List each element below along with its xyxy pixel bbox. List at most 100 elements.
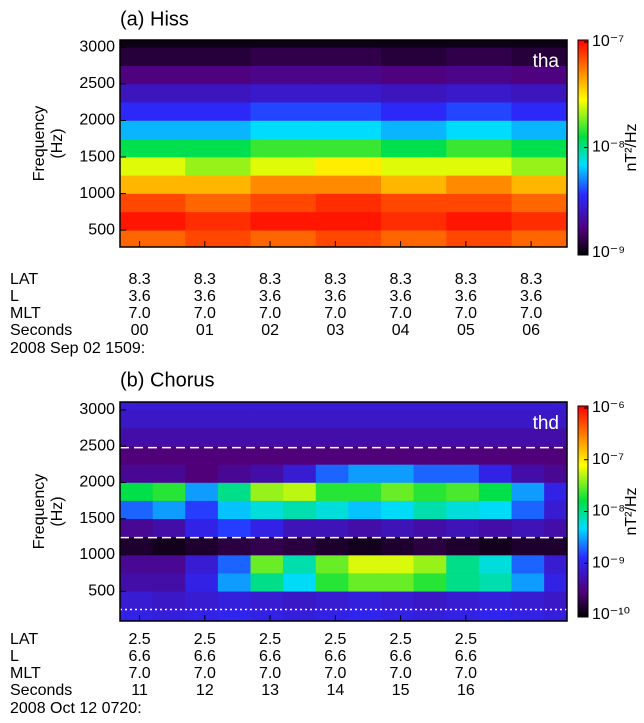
- ephemeris-value: 8.3: [259, 271, 281, 288]
- x-tick-label: 15: [392, 682, 410, 699]
- date-label: 2008 Sep 02 1509:: [10, 340, 145, 357]
- spectrogram-cell: [511, 573, 545, 592]
- spectrogram-cell: [315, 409, 349, 429]
- spectrogram-cell: [478, 573, 512, 592]
- spectrogram-cell: [511, 138, 568, 158]
- spectrogram-cell: [446, 211, 512, 231]
- spectrogram-cell: [511, 175, 568, 194]
- spectrogram-cell: [413, 500, 447, 520]
- ephemeris-label: MLT: [10, 665, 41, 682]
- spectrogram-cell: [283, 409, 317, 429]
- spectrogram-cell: [250, 47, 317, 66]
- ephemeris-label: MLT: [10, 305, 41, 322]
- spectrogram-cell: [250, 609, 284, 622]
- spectrogram-cell: [185, 500, 219, 520]
- spectrogram-cell: [478, 518, 512, 538]
- spectrogram-cell: [511, 230, 568, 248]
- spectrogram-cell: [120, 464, 153, 483]
- spectrogram-cell: [250, 482, 284, 501]
- ephemeris-value: 2.5: [455, 631, 477, 648]
- spectrogram-cell: [185, 193, 251, 213]
- spectrogram-cell: [185, 157, 251, 176]
- spectrogram-cell: [185, 573, 219, 592]
- spectrogram-cell: [120, 591, 153, 610]
- spectrogram-cell: [413, 464, 447, 483]
- spectrogram-cell: [250, 428, 284, 447]
- spectrogram-cell: [152, 573, 186, 592]
- spectrogram-cell: [217, 409, 251, 429]
- colorbar-label: nT²/Hz: [623, 124, 640, 172]
- spectrogram-cell: [511, 500, 545, 520]
- spectrogram-cell: [152, 402, 186, 411]
- ephemeris-value: 2.5: [389, 631, 411, 648]
- ephemeris-value: 7.0: [194, 305, 216, 322]
- spectrogram-cell: [315, 536, 349, 556]
- spectrogram-cell: [250, 120, 317, 140]
- colorbar-tick-label: 10⁻⁹: [592, 244, 625, 261]
- spectrogram-cell: [446, 83, 512, 103]
- x-tick-label: 01: [196, 322, 214, 339]
- spectrogram-cell: [446, 573, 480, 592]
- spectrogram-cell: [381, 464, 414, 483]
- spectrogram-cell: [315, 47, 382, 66]
- ephemeris-value: 3.6: [128, 288, 150, 305]
- x-tick-label: 06: [522, 322, 540, 339]
- spectrogram-cell: [511, 428, 545, 447]
- spectrogram-cell: [348, 482, 382, 501]
- y-axis-label: (Hz): [49, 496, 66, 526]
- spectrogram-cell: [185, 482, 219, 501]
- spectrogram-cell: [478, 446, 512, 465]
- spectrogram-cell: [283, 500, 317, 520]
- ephemeris-value: 7.0: [128, 305, 150, 322]
- spectrogram-cell: [446, 65, 512, 85]
- spectrogram-cell: [381, 409, 414, 429]
- spectrogram-cell: [120, 482, 153, 501]
- spectrogram-cell: [185, 120, 251, 140]
- spectrogram-cell: [185, 83, 251, 103]
- spectrogram-cell: [152, 428, 186, 447]
- ephemeris-value: 6.6: [259, 648, 281, 665]
- spectrogram-cell: [413, 555, 447, 574]
- probe-label: tha: [533, 51, 560, 72]
- spectrogram-cell: [446, 409, 480, 429]
- spectrogram-cell: [413, 536, 447, 556]
- colorbar-tick-label: 10⁻¹⁰: [592, 606, 630, 623]
- spectrogram-cell: [413, 482, 447, 501]
- spectrogram-cell: [315, 40, 382, 48]
- spectrogram-cell: [315, 83, 382, 103]
- spectrogram-cell: [446, 40, 512, 48]
- spectrogram-cell: [478, 482, 512, 501]
- panel-title: (b) Chorus: [120, 369, 214, 391]
- spectrogram-cell: [348, 428, 382, 447]
- spectrogram-cell: [315, 211, 382, 231]
- spectrogram-cell: [217, 446, 251, 465]
- spectrogram-cell: [250, 193, 317, 213]
- x-tick-label: 00: [131, 322, 149, 339]
- ephemeris-value: 8.3: [324, 271, 346, 288]
- ephemeris-value: 6.6: [128, 648, 150, 665]
- spectrogram-cell: [120, 555, 153, 574]
- ephemeris-label: L: [10, 288, 19, 305]
- ephemeris-value: 6.6: [389, 648, 411, 665]
- spectrogram-cell: [250, 409, 284, 429]
- spectrogram-cell: [511, 518, 545, 538]
- x-tick-label: 12: [196, 682, 214, 699]
- colorbar-tick-label: 10⁻⁹: [592, 554, 625, 571]
- spectrogram-cell: [250, 591, 284, 610]
- spectrogram-cell: [348, 555, 382, 574]
- spectrogram-cell: [446, 102, 512, 121]
- spectrogram-cell: [381, 482, 414, 501]
- ephemeris-value: 7.0: [389, 665, 411, 682]
- spectrogram-cell: [217, 536, 251, 556]
- spectrogram-cell: [120, 609, 153, 622]
- spectrogram-cell: [446, 47, 512, 66]
- spectrogram-cell: [185, 518, 219, 538]
- spectrogram-cell: [511, 211, 568, 231]
- spectrogram-cell: [478, 536, 512, 556]
- spectrogram-cell: [283, 518, 317, 538]
- y-tick-label: 2500: [79, 437, 115, 454]
- spectrogram-cell: [185, 464, 219, 483]
- ephemeris-value: 6.6: [324, 648, 346, 665]
- spectrogram-cell: [217, 402, 251, 411]
